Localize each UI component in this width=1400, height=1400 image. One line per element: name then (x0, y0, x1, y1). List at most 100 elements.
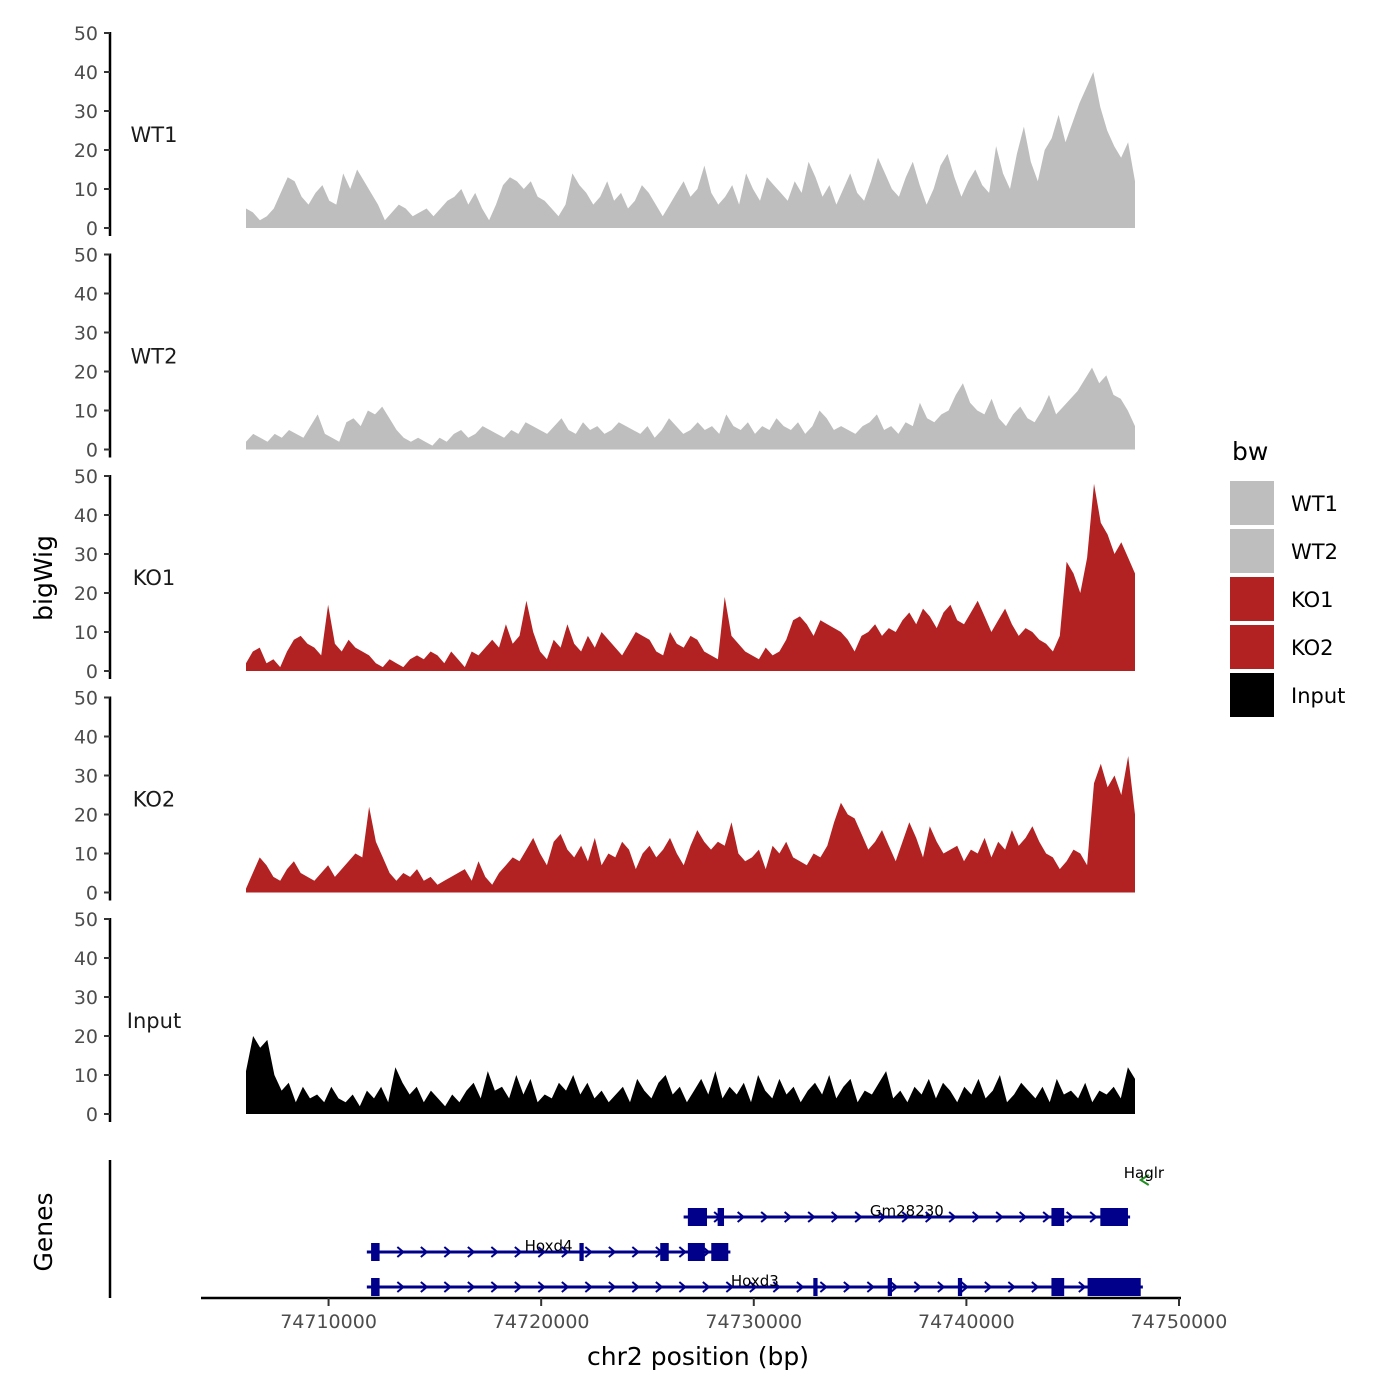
gene-strand-arrow (514, 1281, 523, 1293)
x-tick-label: 74710000 (280, 1311, 377, 1333)
gene-strand-arrow (420, 1246, 429, 1258)
y-tick-label: 20 (74, 583, 98, 605)
gene-strand-arrow (396, 1281, 405, 1293)
gene-strand-arrow (995, 1211, 1004, 1223)
legend-label-input: Input (1291, 684, 1345, 708)
gene-strand-arrow (514, 1246, 523, 1258)
y-tick-label: 40 (74, 284, 98, 306)
gene-strand-arrow (631, 1246, 640, 1258)
gene-strand-arrow (1089, 1211, 1098, 1223)
gene-strand-arrow (924, 1211, 934, 1223)
gene-strand-arrow (702, 1281, 711, 1293)
gene-strand-arrow (537, 1246, 546, 1258)
legend-key-ko1 (1230, 577, 1274, 621)
gene-strand-arrow (420, 1281, 429, 1293)
legend-key-wt2 (1230, 529, 1274, 573)
gene-exon (687, 1243, 705, 1261)
legend-label-wt2: WT2 (1291, 540, 1338, 564)
gene-exon (1100, 1208, 1128, 1226)
legend-key-input (1230, 673, 1274, 717)
y-tick-label: 20 (74, 140, 98, 162)
y-tick-label: 0 (86, 218, 98, 240)
gene-hoxd3: Hoxd3 (366, 1272, 1143, 1296)
gene-strand-arrow (561, 1281, 570, 1293)
gene-strand-arrow (984, 1281, 993, 1293)
gene-exon (957, 1278, 963, 1296)
genes-axis-title: Genes (29, 1192, 58, 1271)
gene-strand-arrow (561, 1246, 570, 1258)
gene-strand-arrow (678, 1246, 687, 1258)
gene-exon (687, 1208, 708, 1226)
legend-key-wt1 (1230, 481, 1274, 525)
gene-strand-arrow (749, 1281, 758, 1293)
legend-label-ko1: KO1 (1291, 588, 1334, 612)
gene-strand-arrow (396, 1246, 405, 1258)
track-label-input: Input (127, 1009, 181, 1033)
gene-strand-arrow (960, 1281, 969, 1293)
gene-strand-arrow (1007, 1281, 1016, 1293)
gene-track-panel: Haglr Gm28230 Hoxd4 Hoxd3 (108, 1160, 1165, 1298)
y-tick-label: 30 (74, 101, 98, 123)
gene-exon (1051, 1208, 1065, 1226)
gene-exon (813, 1278, 818, 1296)
signal-area-input (246, 1036, 1135, 1114)
gene-label-gm28230: Gm28230 (870, 1202, 944, 1220)
gene-strand-arrow (866, 1281, 875, 1293)
y-tick-label: 20 (74, 805, 98, 827)
y-tick-label: 30 (74, 766, 98, 788)
y-axis-title: bigWig (29, 535, 58, 621)
y-tick-label: 50 (74, 245, 98, 267)
gene-exon (579, 1243, 584, 1261)
y-tick-label: 10 (74, 622, 98, 644)
gene-strand-arrow (760, 1211, 769, 1223)
y-tick-label: 50 (74, 688, 98, 710)
gene-exon (711, 1243, 729, 1261)
panel-wt1: 0 10 20 30 40 50 WT1 (74, 23, 1135, 240)
panel-ko1: 0 10 20 30 40 50 KO1 (74, 466, 1135, 683)
y-tick-label: 20 (74, 1026, 98, 1048)
y-tick-label: 10 (74, 844, 98, 866)
track-label-wt2: WT2 (131, 345, 178, 369)
y-tick-label: 10 (74, 1065, 98, 1087)
x-tick-label: 74740000 (918, 1311, 1015, 1333)
y-tick-label: 40 (74, 727, 98, 749)
y-tick-label: 30 (74, 323, 98, 345)
gene-strand-arrow (830, 1211, 840, 1223)
y-tick-label: 30 (74, 987, 98, 1009)
y-tick-label: 50 (74, 466, 98, 488)
y-tick-label: 40 (74, 62, 98, 84)
gene-exon (660, 1243, 669, 1261)
gene-strand-arrow (490, 1281, 499, 1293)
track-label-ko1: KO1 (133, 566, 176, 590)
gene-strand-arrow (584, 1246, 593, 1258)
gene-strand-arrow (971, 1211, 981, 1223)
gene-exon (887, 1278, 892, 1296)
gene-strand-arrow (490, 1246, 499, 1258)
gene-strand-arrow (1031, 1281, 1040, 1293)
gene-strand-arrow (1138, 1174, 1150, 1186)
gene-exon (371, 1243, 380, 1261)
gene-strand-arrow (1042, 1211, 1051, 1223)
gene-strand-arrow (854, 1211, 863, 1223)
gene-strand-arrow (807, 1211, 816, 1223)
gene-gm28230: Gm28230 (683, 1202, 1131, 1226)
track-label-ko2: KO2 (133, 788, 176, 812)
gene-strand-arrow (725, 1281, 734, 1293)
gene-strand-arrow (443, 1246, 452, 1258)
gene-strand-arrow (655, 1281, 664, 1293)
gene-haglr: Haglr (1124, 1164, 1165, 1186)
gene-strand-arrow (819, 1281, 828, 1293)
gene-strand-arrow (913, 1281, 922, 1293)
gene-label-hoxd4: Hoxd4 (525, 1237, 573, 1255)
gene-label-haglr: Haglr (1124, 1164, 1165, 1182)
gene-strand-arrow (1018, 1211, 1028, 1223)
gene-exon (371, 1278, 380, 1296)
x-tick-label: 74720000 (493, 1311, 590, 1333)
gene-label-hoxd3: Hoxd3 (731, 1272, 779, 1290)
gene-strand-arrow (1078, 1281, 1087, 1293)
panel-input: 0 10 20 30 40 50 Input (74, 909, 1135, 1126)
gene-strand-arrow (772, 1281, 781, 1293)
x-tick-label: 74730000 (705, 1311, 802, 1333)
gene-hoxd4: Hoxd4 (366, 1237, 731, 1261)
